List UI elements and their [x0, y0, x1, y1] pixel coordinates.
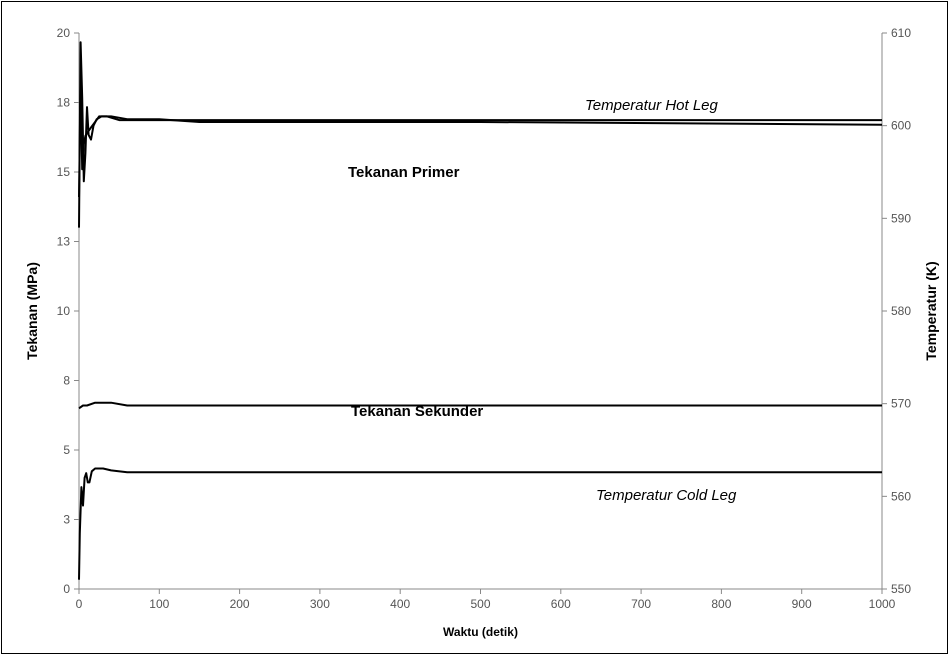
y-tick-label-left: 18 — [57, 96, 71, 110]
y-tick-label-left: 5 — [63, 443, 70, 457]
series-line-temperatur-cold-leg — [78, 467, 882, 580]
y-tick-label-left: 0 — [63, 582, 70, 596]
x-tick-label: 500 — [470, 597, 490, 611]
x-tick-label: 800 — [711, 597, 731, 611]
x-tick-label: 900 — [792, 597, 812, 611]
axes — [78, 33, 883, 590]
y-tick-label-left: 20 — [57, 26, 71, 40]
y-tick-label-right: 580 — [891, 304, 911, 318]
y-axis-title-left: Tekanan (MPa) — [24, 262, 40, 360]
x-tick-label: 600 — [551, 597, 571, 611]
x-tick-label: 700 — [631, 597, 651, 611]
x-tick-label: 0 — [76, 597, 83, 611]
y-tick-label-right: 590 — [891, 211, 911, 225]
y-tick-label-left: 13 — [57, 235, 71, 249]
y-tick-label-right: 610 — [891, 26, 911, 40]
y-tick-label-right: 570 — [891, 397, 911, 411]
series-line-tekanan-sekunder — [78, 401, 882, 410]
y-tick-label-right: 560 — [891, 489, 911, 503]
x-axis-title: Waktu (detik) — [443, 625, 518, 639]
x-tick-label: 200 — [230, 597, 250, 611]
y-tick-label-right: 600 — [891, 119, 911, 133]
y-tick-label-left: 8 — [63, 374, 70, 388]
series-line-tekanan-primer — [78, 79, 883, 198]
y-tick-label-right: 550 — [891, 582, 911, 596]
series-labels: Temperatur Hot Leg Tekanan Primer Tekana… — [348, 97, 737, 504]
series-label-temperatur-hot-leg: Temperatur Hot Leg — [585, 97, 719, 114]
series-lines — [78, 41, 883, 580]
series-label-temperatur-cold-leg: Temperatur Cold Leg — [596, 487, 737, 504]
y-tick-label-left: 10 — [57, 304, 71, 318]
x-tick-label: 1000 — [869, 597, 896, 611]
series-line-temperatur-hot-leg — [78, 41, 882, 228]
y-tick-label-left: 3 — [63, 513, 70, 527]
series-label-tekanan-sekunder: Tekanan Sekunder — [351, 403, 483, 420]
x-tick-label: 400 — [390, 597, 410, 611]
ticks: 0 100 200 300 400 500 600 700 800 900 1000 0 3 5 8 10 13… — [57, 26, 912, 611]
series-label-tekanan-primer: Tekanan Primer — [348, 164, 460, 181]
y-axis-title-right: Temperatur (K) — [923, 261, 939, 360]
y-tick-label-left: 15 — [57, 165, 71, 179]
x-tick-label: 100 — [149, 597, 169, 611]
x-tick-label: 300 — [310, 597, 330, 611]
